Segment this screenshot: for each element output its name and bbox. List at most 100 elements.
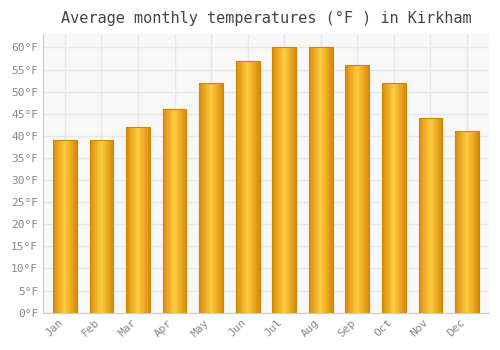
Bar	[219, 83, 220, 313]
Bar	[316, 48, 317, 313]
Bar	[323, 48, 324, 313]
Bar	[456, 132, 458, 313]
Bar	[255, 61, 256, 313]
Bar	[435, 118, 436, 313]
Bar	[474, 132, 475, 313]
Bar	[90, 140, 114, 313]
Bar	[382, 83, 383, 313]
Bar	[258, 61, 260, 313]
Bar	[138, 127, 139, 313]
Bar	[289, 48, 290, 313]
Bar	[201, 83, 202, 313]
Bar	[360, 65, 362, 313]
Bar	[243, 61, 244, 313]
Bar	[366, 65, 367, 313]
Bar	[462, 132, 463, 313]
Bar	[319, 48, 320, 313]
Bar	[466, 132, 467, 313]
Bar	[290, 48, 292, 313]
Bar	[383, 83, 384, 313]
Bar	[368, 65, 369, 313]
Bar	[94, 140, 95, 313]
Bar	[455, 132, 479, 313]
Bar	[309, 48, 310, 313]
Bar	[320, 48, 321, 313]
Bar	[272, 48, 296, 313]
Bar	[103, 140, 104, 313]
Bar	[142, 127, 143, 313]
Bar	[111, 140, 112, 313]
Bar	[272, 48, 273, 313]
Bar	[326, 48, 327, 313]
Bar	[149, 127, 150, 313]
Bar	[386, 83, 388, 313]
Bar	[70, 140, 71, 313]
Bar	[236, 61, 238, 313]
Bar	[392, 83, 393, 313]
Bar	[363, 65, 364, 313]
Bar	[424, 118, 425, 313]
Bar	[108, 140, 110, 313]
Bar	[205, 83, 206, 313]
Bar	[71, 140, 72, 313]
Bar	[136, 127, 137, 313]
Bar	[91, 140, 92, 313]
Bar	[356, 65, 358, 313]
Bar	[53, 140, 77, 313]
Bar	[132, 127, 134, 313]
Bar	[143, 127, 144, 313]
Bar	[470, 132, 471, 313]
Bar	[134, 127, 135, 313]
Bar	[102, 140, 103, 313]
Bar	[204, 83, 205, 313]
Bar	[273, 48, 274, 313]
Bar	[211, 83, 212, 313]
Bar	[57, 140, 58, 313]
Bar	[53, 140, 54, 313]
Bar	[276, 48, 277, 313]
Bar	[236, 61, 260, 313]
Bar	[252, 61, 253, 313]
Bar	[309, 48, 332, 313]
Bar	[476, 132, 478, 313]
Bar	[354, 65, 355, 313]
Bar	[280, 48, 281, 313]
Bar	[433, 118, 434, 313]
Bar	[430, 118, 431, 313]
Bar	[458, 132, 459, 313]
Bar	[148, 127, 149, 313]
Bar	[364, 65, 365, 313]
Bar	[95, 140, 96, 313]
Bar	[174, 109, 176, 313]
Bar	[277, 48, 278, 313]
Bar	[402, 83, 404, 313]
Bar	[248, 61, 249, 313]
Bar	[54, 140, 56, 313]
Bar	[398, 83, 400, 313]
Bar	[131, 127, 132, 313]
Bar	[72, 140, 73, 313]
Bar	[478, 132, 479, 313]
Bar	[427, 118, 428, 313]
Bar	[367, 65, 368, 313]
Bar	[64, 140, 65, 313]
Bar	[172, 109, 173, 313]
Bar	[110, 140, 111, 313]
Bar	[438, 118, 439, 313]
Bar	[292, 48, 293, 313]
Bar	[203, 83, 204, 313]
Bar	[164, 109, 165, 313]
Bar	[128, 127, 130, 313]
Bar	[76, 140, 77, 313]
Bar	[165, 109, 166, 313]
Bar	[365, 65, 366, 313]
Bar	[362, 65, 363, 313]
Bar	[331, 48, 332, 313]
Bar	[199, 83, 200, 313]
Bar	[73, 140, 74, 313]
Bar	[426, 118, 427, 313]
Bar	[250, 61, 251, 313]
Bar	[418, 118, 442, 313]
Bar	[328, 48, 330, 313]
Bar	[206, 83, 207, 313]
